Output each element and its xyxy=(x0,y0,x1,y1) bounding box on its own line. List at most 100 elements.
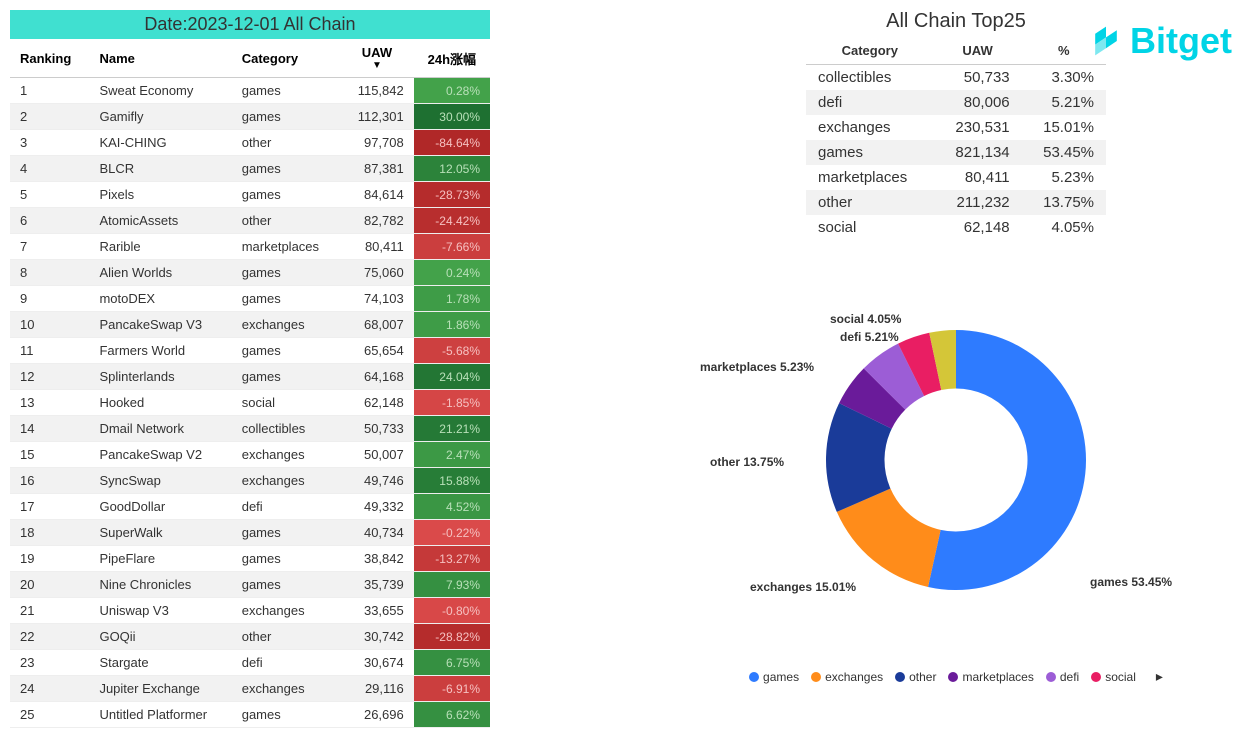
legend-item-social[interactable]: social xyxy=(1091,670,1136,684)
table-row: 3KAI-CHINGother97,708-84.64% xyxy=(10,130,490,156)
cell-category: games xyxy=(232,572,340,598)
cell-pct: 4.05% xyxy=(1022,215,1106,240)
donut-label-exchanges: exchanges 15.01% xyxy=(750,580,856,594)
header-title: Date:2023-12-01 All Chain xyxy=(10,10,490,39)
chart-legend: games exchanges other marketplaces defi socia… xyxy=(670,668,1242,685)
cell-uaw: 80,411 xyxy=(934,165,1022,190)
cell-uaw: 75,060 xyxy=(340,260,414,286)
cell-change: 12.05% xyxy=(414,156,490,182)
cell-name: Alien Worlds xyxy=(89,260,231,286)
cell-rank: 20 xyxy=(10,572,89,598)
cell-category: games xyxy=(232,338,340,364)
cell-rank: 5 xyxy=(10,182,89,208)
cell-uaw: 40,734 xyxy=(340,520,414,546)
cell-uaw: 29,116 xyxy=(340,676,414,702)
cell-change: -1.85% xyxy=(414,390,490,416)
cell-uaw: 80,411 xyxy=(340,234,414,260)
cell-category: games xyxy=(232,702,340,728)
table-row: 20Nine Chroniclesgames35,7397.93% xyxy=(10,572,490,598)
cell-category: games xyxy=(232,104,340,130)
table-row: 4BLCRgames87,38112.05% xyxy=(10,156,490,182)
cell-change: -13.27% xyxy=(414,546,490,572)
cell-change: -5.68% xyxy=(414,338,490,364)
cell-rank: 4 xyxy=(10,156,89,182)
col-ranking[interactable]: Ranking xyxy=(10,39,89,78)
table-row: 24Jupiter Exchangeexchanges29,116-6.91% xyxy=(10,676,490,702)
cell-name: Splinterlands xyxy=(89,364,231,390)
table-row: 21Uniswap V3exchanges33,655-0.80% xyxy=(10,598,490,624)
cell-category: games xyxy=(232,520,340,546)
cell-change: 6.75% xyxy=(414,650,490,676)
cell-uaw: 87,381 xyxy=(340,156,414,182)
legend-item-games[interactable]: games xyxy=(749,670,799,684)
table-row: 25Untitled Platformergames26,6966.62% xyxy=(10,702,490,728)
cell-category: games xyxy=(232,182,340,208)
cell-uaw: 50,007 xyxy=(340,442,414,468)
cell-rank: 23 xyxy=(10,650,89,676)
cell-change: 0.28% xyxy=(414,78,490,104)
cell-pct: 15.01% xyxy=(1022,115,1106,140)
cell-category: other xyxy=(232,130,340,156)
legend-dot-icon xyxy=(1091,672,1101,682)
table-row: exchanges230,53115.01% xyxy=(806,115,1106,140)
donut-chart: games 53.45%exchanges 15.01%other 13.75%… xyxy=(670,300,1242,660)
legend-item-other[interactable]: other xyxy=(895,670,936,684)
cell-rank: 14 xyxy=(10,416,89,442)
cell-category: games xyxy=(232,546,340,572)
legend-item-defi[interactable]: defi xyxy=(1046,670,1079,684)
legend-label: social xyxy=(1105,670,1136,684)
cell-category: exchanges xyxy=(232,442,340,468)
cell-change: -0.80% xyxy=(414,598,490,624)
cell-change: 2.47% xyxy=(414,442,490,468)
col-uaw[interactable]: UAW ▼ xyxy=(340,39,414,78)
legend-dot-icon xyxy=(948,672,958,682)
table-row: games821,13453.45% xyxy=(806,140,1106,165)
cell-name: Uniswap V3 xyxy=(89,598,231,624)
col-name[interactable]: Name xyxy=(89,39,231,78)
cell-change: 4.52% xyxy=(414,494,490,520)
legend-dot-icon xyxy=(749,672,759,682)
cell-category: exchanges xyxy=(232,312,340,338)
cell-uaw: 62,148 xyxy=(340,390,414,416)
table-row: 9motoDEXgames74,1031.78% xyxy=(10,286,490,312)
table-row: 23Stargatedefi30,6746.75% xyxy=(10,650,490,676)
cell-name: KAI-CHING xyxy=(89,130,231,156)
legend-next-icon[interactable]: ▸ xyxy=(1156,668,1163,685)
cell-uaw: 80,006 xyxy=(934,90,1022,115)
cell-category: other xyxy=(232,624,340,650)
legend-item-marketplaces[interactable]: marketplaces xyxy=(948,670,1033,684)
cell-pct: 13.75% xyxy=(1022,190,1106,215)
cell-name: GOQii xyxy=(89,624,231,650)
cell-pct: 5.23% xyxy=(1022,165,1106,190)
cell-rank: 6 xyxy=(10,208,89,234)
legend-item-exchanges[interactable]: exchanges xyxy=(811,670,883,684)
cell-category: exchanges xyxy=(232,598,340,624)
col-change[interactable]: 24h涨幅 xyxy=(414,39,490,78)
cell-uaw: 211,232 xyxy=(934,190,1022,215)
cell-uaw: 97,708 xyxy=(340,130,414,156)
cell-name: SyncSwap xyxy=(89,468,231,494)
donut-label-other: other 13.75% xyxy=(710,455,784,469)
cell-category: collectibles xyxy=(232,416,340,442)
cell-name: PancakeSwap V2 xyxy=(89,442,231,468)
ranking-table: Ranking Name Category UAW ▼ 24h涨幅 1Sweat… xyxy=(10,39,490,728)
table-row: 1Sweat Economygames115,8420.28% xyxy=(10,78,490,104)
legend-label: exchanges xyxy=(825,670,883,684)
cell-change: 1.86% xyxy=(414,312,490,338)
table-row: 18SuperWalkgames40,734-0.22% xyxy=(10,520,490,546)
cell-category: marketplaces xyxy=(806,165,934,190)
cell-category: games xyxy=(232,364,340,390)
cell-name: motoDEX xyxy=(89,286,231,312)
cell-name: Untitled Platformer xyxy=(89,702,231,728)
col-category[interactable]: Category xyxy=(232,39,340,78)
table-row: other211,23213.75% xyxy=(806,190,1106,215)
table-row: 22GOQiiother30,742-28.82% xyxy=(10,624,490,650)
legend-dot-icon xyxy=(811,672,821,682)
cell-category: games xyxy=(232,156,340,182)
summary-table: Category UAW % collectibles50,7333.30%de… xyxy=(806,37,1106,240)
cell-category: collectibles xyxy=(806,65,934,91)
table-row: 10PancakeSwap V3exchanges68,0071.86% xyxy=(10,312,490,338)
cell-category: social xyxy=(232,390,340,416)
cell-name: Jupiter Exchange xyxy=(89,676,231,702)
bitget-logo-icon xyxy=(1088,23,1124,59)
